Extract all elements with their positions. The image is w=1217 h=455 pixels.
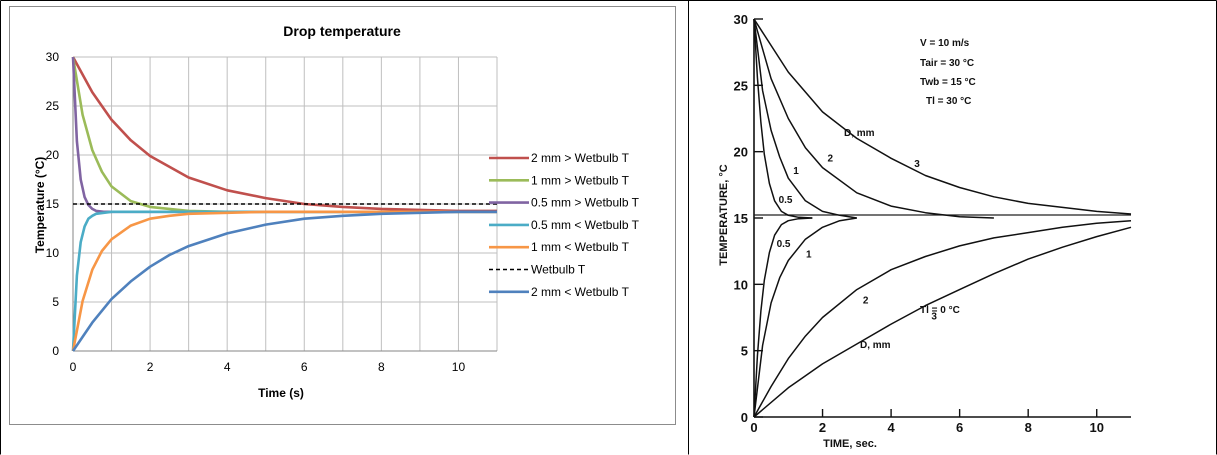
right-annotation-tair: Tair = 30 °C [920, 58, 974, 69]
right-curve-label-cooling-1: 1 [793, 166, 799, 177]
left-series-2-mm-wetbulb-t [71, 56, 497, 213]
left-x-tick-label: 2 [147, 360, 154, 374]
left-legend-label-wetbulb-t: Wetbulb T [531, 263, 586, 277]
right-curve-label-cooling-0-5: 0.5 [779, 195, 793, 206]
right-curve-label-heating-1: 1 [806, 249, 812, 260]
left-legend-label-1-mm-wetbulb-t: 1 mm < Wetbulb T [531, 240, 630, 254]
right-curve-heating-1 [753, 217, 857, 418]
left-y-tick-label: 25 [46, 99, 60, 113]
right-curve-heating-0-5 [753, 217, 813, 418]
left-x-tick-label: 0 [70, 360, 77, 374]
right-y-tick-label: 30 [734, 12, 748, 27]
right-curve-heating-3 [753, 226, 1132, 418]
right-y-axis-label: TEMPERATURE, °C [718, 164, 730, 265]
left-y-tick-label: 30 [46, 50, 60, 64]
right-curve-label-heating-0-5: 0.5 [777, 239, 791, 250]
right-curve-cooling-0-5 [753, 18, 813, 219]
left-legend: 2 mm > Wetbulb T 1 mm > Wetbulb T 0.5 mm >… [489, 151, 640, 299]
left-legend-label-2-mm-wetbulb-t: 2 mm > Wetbulb T [531, 151, 630, 165]
right-axes [753, 18, 1131, 418]
right-dlabel-top: D, mm [844, 128, 875, 139]
left-x-tick-label: 8 [378, 360, 385, 374]
right-curve-heating-2 [753, 219, 1132, 418]
left-y-tick-label: 5 [52, 295, 59, 309]
right-curve-label-heating-2: 2 [863, 296, 869, 307]
left-legend-label-1-mm-wetbulb-t: 1 mm > Wetbulb T [531, 173, 630, 187]
left-series-1-mm-wetbulb-t [71, 210, 497, 352]
left-x-tick-label: 10 [452, 360, 466, 374]
left-series-0-5-mm-wetbulb-t [71, 210, 497, 352]
right-curve-label-heating-3: 3 [931, 312, 937, 323]
right-x-tick-label: 10 [1089, 420, 1103, 435]
left-legend-label-0-5-mm-wetbulb-t: 0.5 mm < Wetbulb T [531, 218, 640, 232]
left-y-tick-label: 10 [46, 246, 60, 260]
right-annotation-tl-bottom: Tl = 0 °C [920, 305, 960, 316]
right-y-tick-label: 10 [734, 277, 748, 292]
right-annotation-velocity: V = 10 m/s [920, 38, 970, 49]
left-x-tick-labels: 0 2 4 6 8 10 [70, 360, 466, 374]
right-annotation-tl-top: Tl = 30 °C [926, 96, 971, 107]
right-annotation-twb: Twb = 15 °C [920, 77, 976, 88]
right-dlabel-bottom: D, mm [860, 340, 891, 351]
right-y-tick-label: 15 [734, 211, 748, 226]
right-y-tick-label: 20 [734, 145, 748, 160]
right-chart: 0 5 10 15 20 25 30 0 2 4 6 8 10 3 2 1 0.5 0.5 1 2 3 TIME, … [718, 12, 1132, 450]
right-y-tick-label: 5 [741, 344, 748, 359]
right-curve-label-cooling-3: 3 [914, 159, 920, 170]
left-y-tick-label: 15 [46, 197, 60, 211]
right-curve-label-cooling-2: 2 [828, 154, 834, 165]
left-y-tick-labels: 0 5 10 15 20 25 30 [46, 50, 60, 358]
right-x-tick-labels: 0 2 4 6 8 10 [750, 420, 1104, 435]
left-legend-label-0-5-mm-wetbulb-t: 0.5 mm > Wetbulb T [531, 196, 640, 210]
left-chart: Drop temperature 0 2 4 6 8 10 0 5 10 15 20 25 30 Ti… [9, 6, 676, 425]
left-y-axis-label: Temperature (°C) [33, 157, 47, 254]
right-series-curves [753, 18, 1132, 418]
left-x-tick-label: 4 [224, 360, 231, 374]
right-curve-cooling-2 [753, 18, 994, 219]
right-curve-cooling-3 [753, 18, 1132, 215]
right-y-tick-label: 0 [741, 410, 748, 425]
right-x-tick-label: 2 [819, 420, 826, 435]
left-series-lines [71, 56, 497, 352]
left-x-tick-label: 6 [301, 360, 308, 374]
left-series-2-mm-wetbulb-t [71, 210, 497, 352]
left-y-tick-label: 20 [46, 148, 60, 162]
right-y-tick-label: 25 [734, 78, 748, 93]
left-y-tick-label: 0 [52, 344, 59, 358]
right-curve-labels: 3 2 1 0.5 0.5 1 2 3 [777, 154, 938, 323]
left-legend-label-2-mm-wetbulb-t: 2 mm < Wetbulb T [531, 285, 630, 299]
right-x-axis-label: TIME, sec. [823, 438, 877, 450]
left-x-axis-label: Time (s) [258, 386, 304, 400]
right-y-tick-labels: 0 5 10 15 20 25 30 [734, 12, 748, 425]
right-x-tick-label: 4 [887, 420, 895, 435]
right-x-tick-label: 6 [956, 420, 963, 435]
left-chart-title: Drop temperature [283, 23, 401, 39]
right-curve-cooling-1 [753, 18, 857, 219]
right-x-tick-label: 0 [750, 420, 757, 435]
right-x-tick-label: 8 [1025, 420, 1032, 435]
